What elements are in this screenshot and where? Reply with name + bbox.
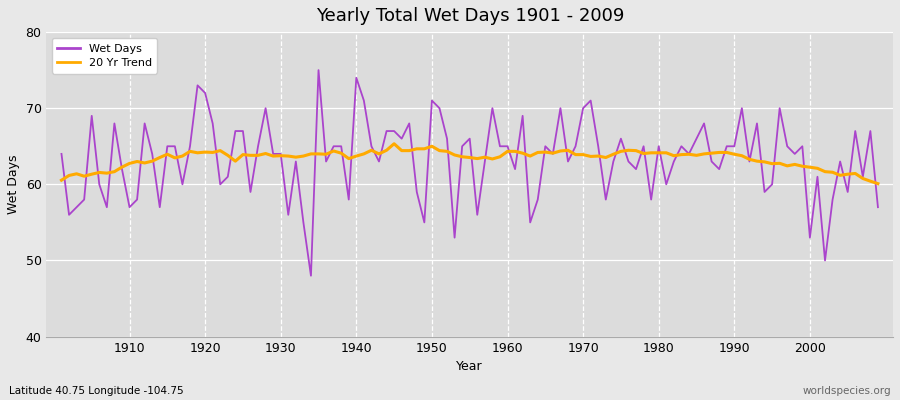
Wet Days bbox=[313, 68, 324, 72]
20 Yr Trend bbox=[872, 181, 883, 186]
20 Yr Trend bbox=[389, 141, 400, 146]
20 Yr Trend bbox=[600, 155, 611, 160]
Wet Days bbox=[509, 167, 520, 172]
Wet Days bbox=[56, 152, 67, 156]
Wet Days bbox=[306, 273, 317, 278]
20 Yr Trend bbox=[502, 149, 513, 154]
Line: 20 Yr Trend: 20 Yr Trend bbox=[61, 144, 878, 184]
Legend: Wet Days, 20 Yr Trend: Wet Days, 20 Yr Trend bbox=[52, 38, 158, 74]
Wet Days bbox=[344, 197, 355, 202]
20 Yr Trend bbox=[509, 149, 520, 154]
Line: Wet Days: Wet Days bbox=[61, 70, 878, 276]
Wet Days bbox=[518, 114, 528, 118]
20 Yr Trend bbox=[56, 178, 67, 182]
Wet Days bbox=[608, 159, 618, 164]
20 Yr Trend bbox=[328, 148, 339, 153]
20 Yr Trend bbox=[283, 154, 293, 158]
Wet Days bbox=[117, 167, 128, 172]
X-axis label: Year: Year bbox=[456, 360, 483, 373]
Y-axis label: Wet Days: Wet Days bbox=[7, 154, 20, 214]
Title: Yearly Total Wet Days 1901 - 2009: Yearly Total Wet Days 1901 - 2009 bbox=[316, 7, 624, 25]
Text: worldspecies.org: worldspecies.org bbox=[803, 386, 891, 396]
Wet Days bbox=[283, 212, 293, 217]
Text: Latitude 40.75 Longitude -104.75: Latitude 40.75 Longitude -104.75 bbox=[9, 386, 184, 396]
Wet Days bbox=[872, 205, 883, 210]
20 Yr Trend bbox=[117, 165, 128, 170]
